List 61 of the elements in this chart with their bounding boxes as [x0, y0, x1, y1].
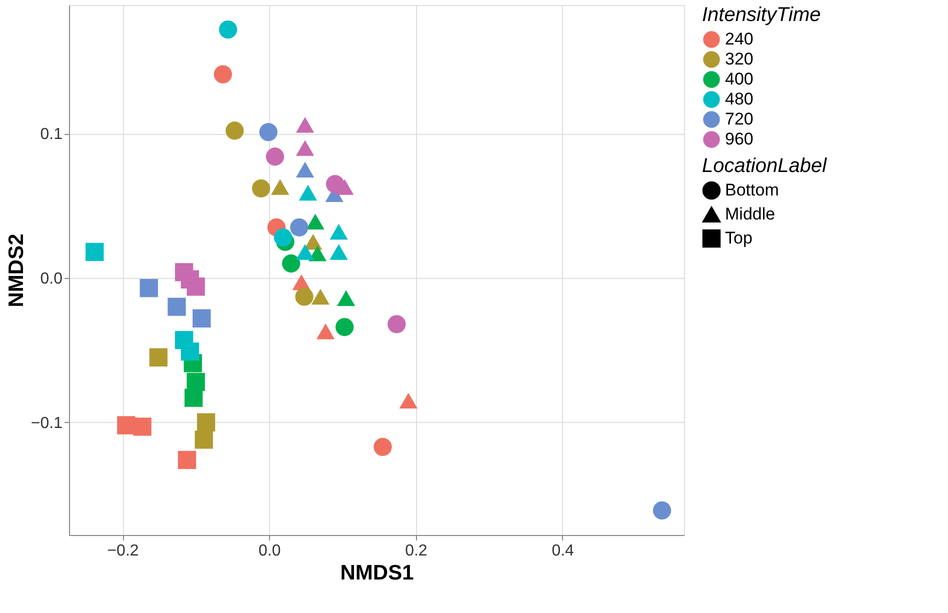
point	[274, 228, 292, 247]
point	[336, 318, 354, 336]
point	[271, 179, 290, 195]
point	[184, 388, 203, 407]
point	[298, 184, 318, 201]
point	[252, 179, 270, 198]
point	[133, 418, 152, 436]
legend-label: 400	[725, 70, 754, 88]
point	[306, 214, 324, 230]
point	[296, 162, 314, 178]
y-tick-label: −0.1	[30, 414, 63, 432]
y-tick-label: 0.1	[40, 126, 63, 144]
point	[86, 242, 104, 262]
legend-label: 240	[725, 30, 754, 48]
point	[266, 148, 284, 166]
text: LocationLabel	[702, 155, 828, 177]
point	[290, 218, 308, 236]
point	[218, 20, 238, 39]
point	[140, 278, 158, 298]
point	[652, 501, 672, 520]
x-tick-label: −0.2	[107, 542, 139, 560]
legend-title: IntensityTime	[702, 4, 821, 26]
point	[330, 244, 348, 260]
point	[194, 430, 213, 449]
point	[196, 413, 216, 432]
point	[180, 342, 200, 361]
legend-label: 320	[725, 50, 754, 68]
x-tick-label: 0.2	[405, 542, 428, 560]
point	[296, 244, 314, 260]
y-axis-title: NMDS2	[4, 234, 28, 308]
point	[282, 254, 300, 273]
legend-label: Bottom	[725, 180, 779, 200]
point	[296, 117, 314, 133]
point	[192, 309, 211, 328]
point	[295, 288, 314, 306]
x-axis-title: NMDS1	[340, 562, 414, 584]
legend-label: Top	[725, 228, 752, 248]
legend-label: 720	[725, 110, 754, 128]
x-tick-label: 0.0	[258, 542, 281, 560]
point	[311, 288, 330, 305]
legend-label: 960	[725, 130, 754, 148]
point	[168, 298, 186, 316]
x-tick-label: 0.4	[552, 542, 574, 560]
point	[308, 246, 327, 262]
point	[186, 278, 205, 296]
point	[149, 348, 168, 366]
point	[214, 65, 232, 84]
point	[330, 224, 348, 240]
point	[178, 450, 196, 469]
point	[399, 392, 418, 409]
point	[388, 315, 406, 334]
point	[226, 122, 244, 140]
point	[374, 438, 392, 456]
point	[336, 290, 356, 306]
legend-label: 480	[725, 90, 754, 108]
y-tick-label: 0.0	[40, 270, 63, 288]
point	[336, 179, 354, 195]
point	[296, 140, 314, 156]
point	[316, 324, 335, 340]
point	[259, 123, 278, 142]
legend-label: Middle	[725, 204, 776, 224]
